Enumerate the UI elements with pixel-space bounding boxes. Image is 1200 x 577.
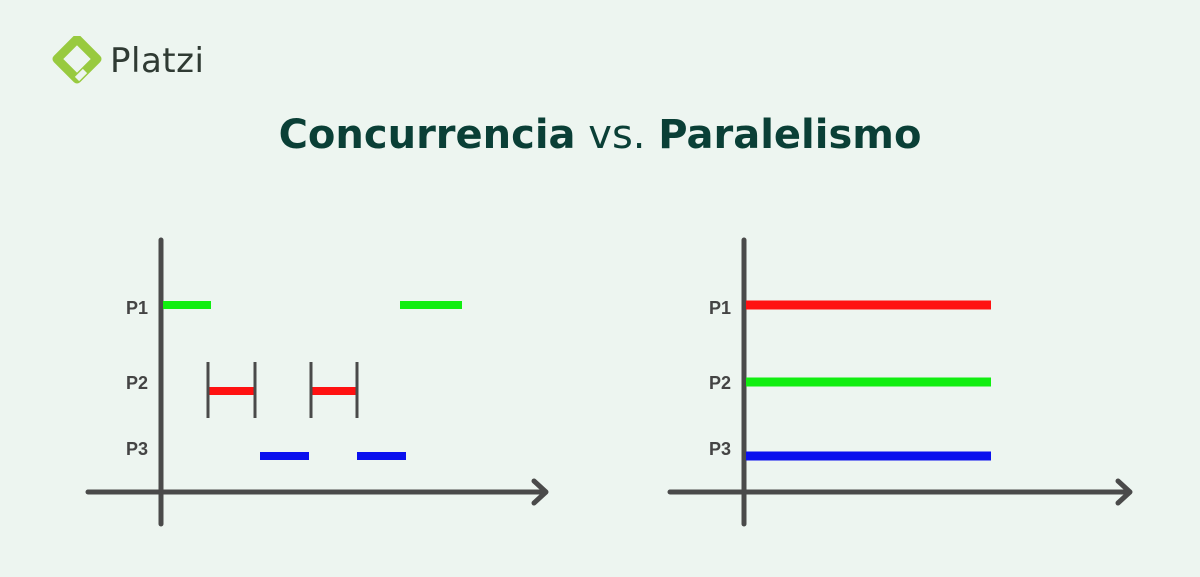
right-label-p2: P2 xyxy=(709,373,731,393)
title-paralelismo: Paralelismo xyxy=(658,112,922,158)
title-vs: vs. xyxy=(588,112,646,158)
left-label-p3: P3 xyxy=(126,439,148,459)
brand-logo: Platzi xyxy=(52,36,204,86)
page-title: Concurrencia vs. Paralelismo xyxy=(0,112,1200,158)
platzi-logo-icon xyxy=(52,36,102,84)
left-x-axis-arrow xyxy=(531,478,549,506)
brand-name: Platzi xyxy=(110,41,205,81)
right-label-p3: P3 xyxy=(709,439,731,459)
left-diagram: P1 P2 P3 xyxy=(85,237,549,527)
left-label-p1: P1 xyxy=(126,298,148,318)
title-concurrencia: Concurrencia xyxy=(278,112,576,158)
right-x-axis-arrow xyxy=(1115,478,1133,506)
right-label-p1: P1 xyxy=(709,298,731,318)
right-diagram: P1 P2 P3 xyxy=(667,237,1133,527)
left-label-p2: P2 xyxy=(126,373,148,393)
